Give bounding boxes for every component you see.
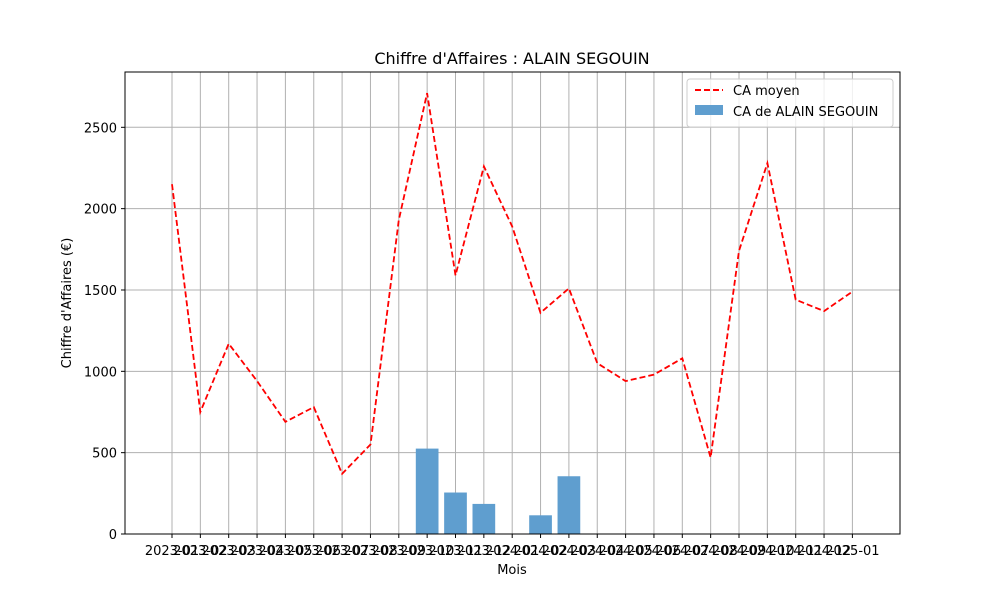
x-tick-label: 2024-08 xyxy=(683,544,737,559)
y-ticks: 0 500 1000 1500 2000 2500 xyxy=(84,121,125,543)
x-tick-label: 2024-10 xyxy=(740,544,794,559)
x-ticks: 2023-012023-022023-032023-042023-052023-… xyxy=(145,534,880,559)
bar xyxy=(529,515,552,534)
bar xyxy=(444,492,467,534)
x-tick-label: 2023-03 xyxy=(202,544,256,559)
x-tick-label: 2023-02 xyxy=(173,544,227,559)
y-tick-label: 0 xyxy=(109,528,117,543)
x-tick-label: 2024-11 xyxy=(769,544,823,559)
x-tick-label: 2024-12 xyxy=(797,544,851,559)
y-tick-label: 500 xyxy=(92,447,117,462)
x-tick-label: 2024-09 xyxy=(712,544,766,559)
legend-label-ca-alain-segouin: CA de ALAIN SEGOUIN xyxy=(733,105,878,120)
x-tick-label: 2023-11 xyxy=(428,544,482,559)
line-series xyxy=(171,92,853,476)
legend-swatch-ca-alain-segouin xyxy=(695,105,723,115)
y-tick-label: 2000 xyxy=(84,203,117,218)
x-tick-label: 2023-04 xyxy=(230,544,284,559)
x-tick-label: 2024-01 xyxy=(485,544,539,559)
x-tick-label: 2023-10 xyxy=(400,544,454,559)
x-tick-label: 2024-03 xyxy=(542,544,596,559)
y-axis-label: Chiffre d'Affaires (€) xyxy=(60,238,75,369)
y-tick-label: 1500 xyxy=(84,284,117,299)
y-tick-label: 2500 xyxy=(84,121,117,136)
x-tick-label: 2024-02 xyxy=(513,544,567,559)
legend-label-ca-moyen: CA moyen xyxy=(733,84,800,99)
x-tick-label: 2023-08 xyxy=(343,544,397,559)
chart-title: Chiffre d'Affaires : ALAIN SEGOUIN xyxy=(374,49,649,68)
bar xyxy=(415,448,439,534)
x-tick-label: 2024-07 xyxy=(655,544,709,559)
legend: CA moyen CA de ALAIN SEGOUIN xyxy=(686,78,894,128)
x-tick-label: 2023-07 xyxy=(315,544,369,559)
x-tick-label: 2023-09 xyxy=(372,544,426,559)
bar xyxy=(472,503,496,534)
line-ca-moyen xyxy=(171,92,853,476)
x-axis-label: Mois xyxy=(497,563,527,578)
bars xyxy=(415,448,581,534)
x-tick-label: 2024-05 xyxy=(598,544,652,559)
bar xyxy=(557,476,581,534)
x-tick-label: 2024-04 xyxy=(570,544,624,559)
y-tick-label: 1000 xyxy=(84,365,117,380)
x-tick-label: 2023-05 xyxy=(258,544,312,559)
legend-frame xyxy=(686,78,894,128)
x-tick-label: 2025-01 xyxy=(825,544,879,559)
x-tick-label: 2023-01 xyxy=(145,544,199,559)
x-tick-label: 2024-06 xyxy=(627,544,681,559)
x-tick-label: 2023-06 xyxy=(287,544,341,559)
x-tick-label: 2023-12 xyxy=(457,544,511,559)
